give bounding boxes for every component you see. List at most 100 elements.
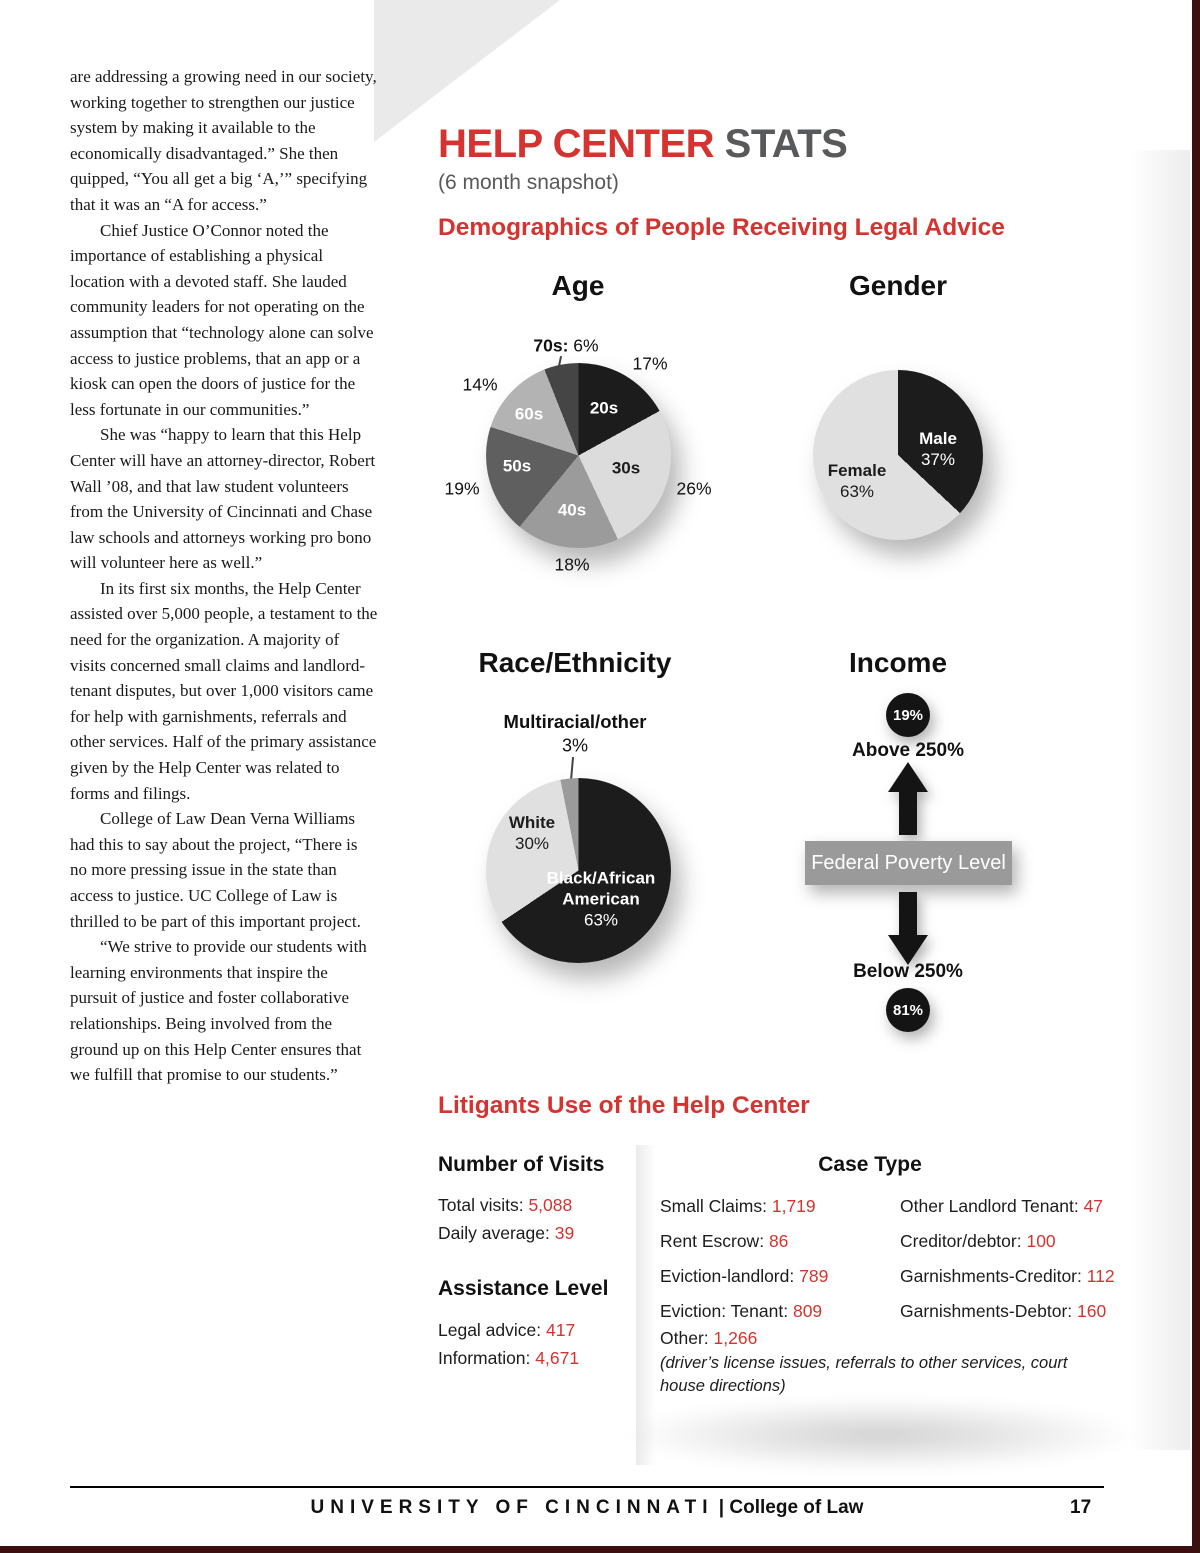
income-chart-title: Income — [848, 647, 948, 678]
title-gray-part: STATS — [724, 122, 848, 166]
white-value: 30% — [514, 834, 550, 853]
case-label: Creditor/debtor: — [900, 1231, 1022, 1251]
stat-line: Total visits: 5,088 — [438, 1195, 574, 1216]
visits-list: Total visits: 5,088 Daily average: 39 — [438, 1195, 574, 1250]
page-title: HELP CENTER STATS — [438, 122, 848, 167]
case-type-row: Eviction: Tenant: 809 — [660, 1301, 828, 1322]
article-paragraph: In its first six months, the Help Center… — [70, 578, 378, 803]
article-paragraph: are addressing a growing need in our soc… — [70, 67, 377, 214]
article-paragraph: Chief Justice O’Connor noted the importa… — [70, 220, 374, 419]
stat-value: 39 — [554, 1222, 575, 1243]
race-callout-multiracial-label: Multiracial/other — [503, 711, 647, 732]
page-gutter-shadow — [1128, 150, 1190, 1450]
gender-slice-label-male: Male 37% — [919, 428, 957, 470]
stat-label: Total visits: — [438, 1195, 524, 1215]
stat-line: Information: 4,671 — [438, 1348, 579, 1369]
age-callout-70s-prefix: 70s: — [533, 335, 569, 356]
age-callout-17: 17% — [632, 353, 668, 374]
income-above-badge: 19% — [886, 693, 930, 737]
case-value: 809 — [792, 1301, 823, 1321]
black-value: 63% — [583, 910, 619, 930]
bottom-soft-shadow — [620, 1398, 1140, 1472]
case-value: 100 — [1026, 1231, 1056, 1251]
case-value: 86 — [768, 1231, 789, 1251]
page-edge-bottom — [0, 1546, 1200, 1553]
age-callout-14: 14% — [462, 374, 498, 395]
black-label: Black/African American — [546, 868, 656, 909]
section-heading-litigants: Litigants Use of the Help Center — [438, 1092, 810, 1119]
race-pie-chart — [486, 778, 671, 963]
case-type-column-1: Small Claims: 1,719 Rent Escrow: 86 Evic… — [660, 1196, 828, 1336]
diagonal-corner-shape — [374, 0, 560, 142]
stat-line: Legal advice: 417 — [438, 1320, 579, 1341]
age-slice-label-30s: 30s — [611, 458, 641, 478]
stat-value: 417 — [546, 1320, 576, 1340]
footer-divider: | — [718, 1497, 725, 1518]
age-slice-label-50s: 50s — [502, 456, 532, 476]
female-value: 63% — [839, 482, 875, 501]
age-pie-chart — [486, 363, 671, 548]
age-slice-label-20s: 20s — [589, 398, 619, 418]
case-value: 112 — [1086, 1266, 1115, 1286]
article-text-column: are addressing a growing need in our soc… — [70, 64, 378, 1088]
case-label: Garnishments-Creditor: — [900, 1266, 1082, 1286]
case-type-row: Rent Escrow: 86 — [660, 1231, 828, 1252]
age-callout-26: 26% — [676, 478, 712, 499]
income-above-label: Above 250% — [852, 740, 964, 761]
case-type-row: Eviction-landlord: 789 — [660, 1266, 828, 1287]
male-value: 37% — [920, 450, 956, 469]
gender-slice-label-female: Female 63% — [828, 460, 887, 502]
stat-value: 4,671 — [535, 1347, 580, 1368]
case-type-row: Garnishments-Debtor: 160 — [900, 1301, 1115, 1322]
assistance-list: Legal advice: 417 Information: 4,671 — [438, 1320, 579, 1375]
case-type-row: Other Landlord Tenant: 47 — [900, 1196, 1115, 1217]
case-value: 1,266 — [713, 1328, 758, 1348]
case-value: 160 — [1077, 1301, 1107, 1321]
race-slice-label-white: White 30% — [509, 812, 555, 854]
case-type-row: Other: 1,266 — [660, 1328, 757, 1349]
federal-poverty-level-box: Federal Poverty Level — [805, 841, 1012, 885]
case-value: 47 — [1083, 1196, 1104, 1216]
gender-pie-chart — [813, 370, 983, 540]
assistance-heading: Assistance Level — [438, 1277, 609, 1300]
stat-label: Legal advice: — [438, 1320, 542, 1340]
case-label: Eviction: Tenant: — [660, 1301, 789, 1321]
up-arrow-icon — [888, 762, 928, 835]
race-callout-multiracial-value: 3% — [561, 735, 589, 756]
stat-label: Information: — [438, 1347, 531, 1368]
case-type-note: (driver’s license issues, referrals to o… — [660, 1354, 1068, 1395]
female-label: Female — [827, 461, 887, 480]
age-callout-70s: 70s: 6% — [533, 336, 598, 357]
case-type-column-2: Other Landlord Tenant: 47 Creditor/debto… — [900, 1196, 1115, 1336]
white-label: White — [508, 813, 556, 832]
age-slice-label-60s: 60s — [514, 404, 544, 424]
stat-value: 5,088 — [528, 1195, 573, 1215]
footer-text: UNIVERSITY OF CINCINNATI | College of La… — [70, 1497, 1104, 1519]
case-type-other-row: Other: 1,266 — [660, 1328, 757, 1363]
case-label: Other: — [660, 1328, 709, 1348]
race-slice-label-black: Black/African American 63% — [531, 868, 671, 931]
case-label: Garnishments-Debtor: — [900, 1301, 1073, 1321]
footer-rule — [70, 1486, 1104, 1488]
article-paragraph: “We strive to provide our students with … — [70, 937, 367, 1085]
case-label: Small Claims: — [660, 1196, 767, 1216]
gender-chart-title: Gender — [848, 270, 948, 301]
section-heading-demographics: Demographics of People Receiving Legal A… — [438, 214, 1005, 241]
footer-institution: UNIVERSITY OF CINCINNATI — [310, 1497, 714, 1518]
case-type-row: Creditor/debtor: 100 — [900, 1231, 1115, 1252]
title-red-part: HELP CENTER — [438, 122, 715, 166]
case-value: 1,719 — [771, 1196, 816, 1216]
case-type-row: Small Claims: 1,719 — [660, 1196, 828, 1217]
visits-heading: Number of Visits — [438, 1153, 605, 1176]
stat-label: Daily average: — [438, 1222, 550, 1243]
down-arrow-icon — [888, 892, 928, 965]
article-paragraph: She was “happy to learn that this Help C… — [70, 425, 376, 573]
case-label: Eviction-landlord: — [660, 1266, 795, 1286]
case-label: Rent Escrow: — [660, 1231, 765, 1251]
case-label: Other Landlord Tenant: — [900, 1196, 1079, 1216]
column-divider-shadow — [636, 1145, 656, 1465]
page-edge-right — [1192, 0, 1200, 1553]
age-slice-label-40s: 40s — [557, 500, 587, 520]
case-value: 789 — [799, 1266, 829, 1286]
